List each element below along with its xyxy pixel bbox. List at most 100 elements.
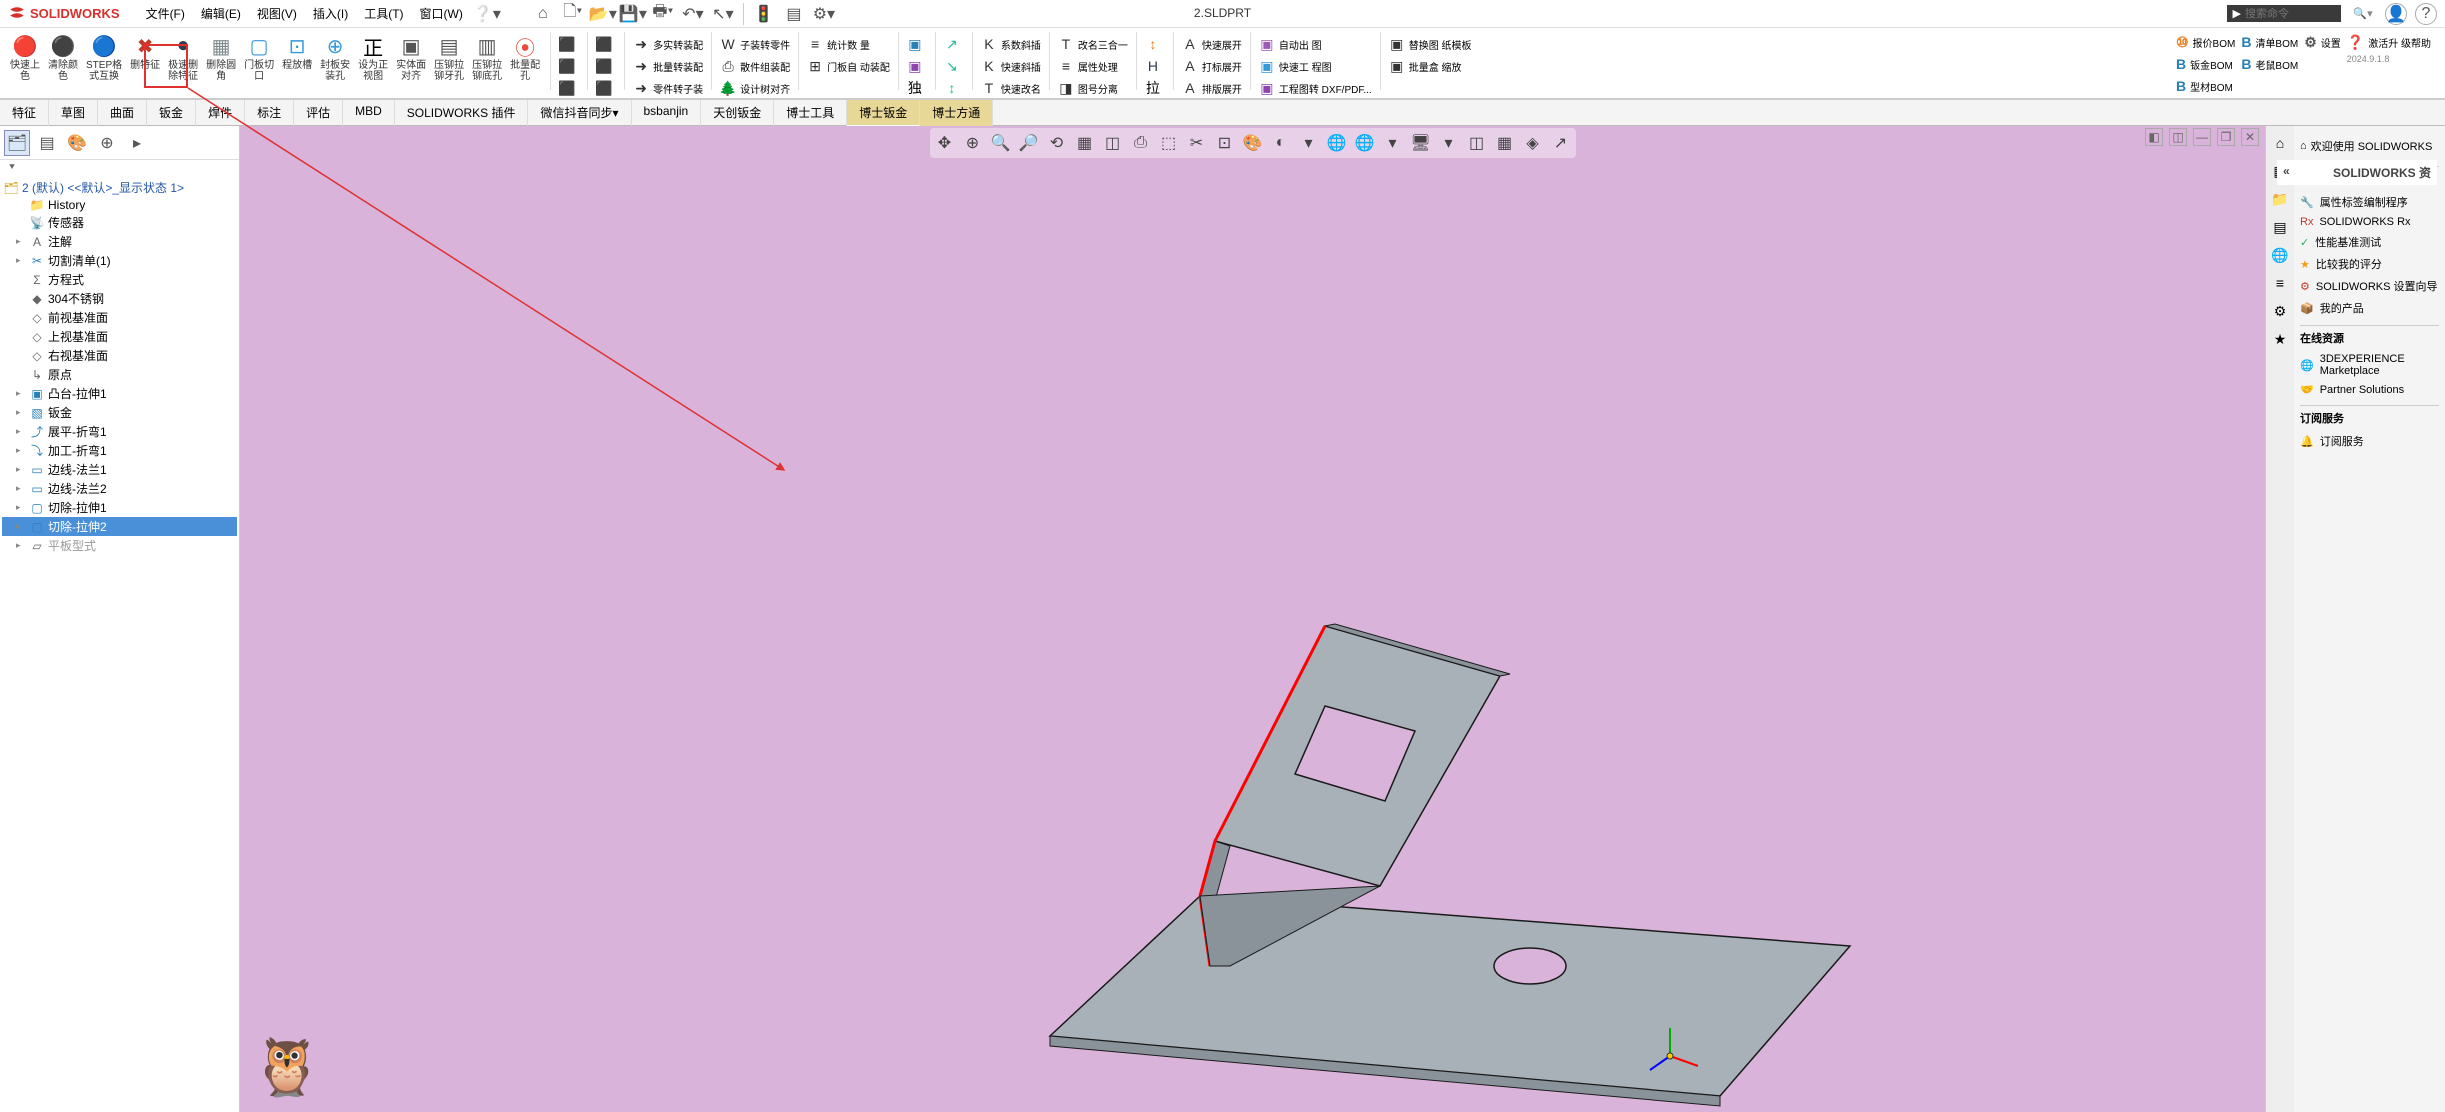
ribbon-mini-7-2[interactable]: T快速改名 (981, 78, 1041, 98)
ribbon-mini-10-2[interactable]: A排版展开 (1182, 78, 1242, 98)
ribbon-btn-5[interactable]: ▦删除圆 角 (202, 32, 240, 84)
ribbon-right-1-1[interactable]: B老鼠BOM (2241, 54, 2298, 74)
ribbon-mini-8-2[interactable]: ◨图号分离 (1058, 78, 1128, 98)
tree-root[interactable]: 🗂 2 (默认) <<默认>_显示状态 1> (2, 178, 237, 197)
rail-icon-5[interactable]: ≡ (2269, 272, 2291, 294)
menu-5[interactable]: 窗口(W) (412, 3, 471, 24)
rtab-4[interactable]: 焊件 (196, 100, 245, 126)
rtab-12[interactable]: 博士工具 (774, 100, 847, 126)
ribbon-mini-3-0[interactable]: W子装转零件 (720, 34, 790, 54)
rtab-2[interactable]: 曲面 (98, 100, 147, 126)
ribbon-mini-8-0[interactable]: T改名三合一 (1058, 34, 1128, 54)
user-icon[interactable]: 👤 (2385, 3, 2407, 25)
ribbon-mini-9-0[interactable]: ↕ (1145, 34, 1165, 54)
rtab-14[interactable]: 博士方通 (920, 100, 993, 126)
tree-node-4[interactable]: Σ方程式 (2, 270, 237, 289)
tree-node-14[interactable]: ▸▭边线-法兰1 (2, 460, 237, 479)
ribbon-btn-0[interactable]: 🔴快速上 色 (6, 32, 44, 84)
ribbon-mini-0-0[interactable]: ⬛ (559, 34, 579, 54)
menu-0[interactable]: 文件(F) (138, 3, 193, 24)
rtab-9[interactable]: 微信抖音同步▾ (528, 100, 631, 126)
rp-item-1-0[interactable]: 🌐3DEXPERIENCE Marketplace (2300, 350, 2439, 380)
print-icon[interactable]: 🖶▾ (649, 0, 677, 28)
ribbon-mini-7-0[interactable]: K系数斜插 (981, 34, 1041, 54)
rtab-5[interactable]: 标注 (245, 100, 294, 126)
ribbon-right-0-2[interactable]: B型材BOM (2176, 76, 2235, 96)
rail-icon-0[interactable]: ⌂ (2269, 132, 2291, 154)
ribbon-mini-0-1[interactable]: ⬛ (559, 56, 579, 76)
ribbon-mini-5-2[interactable]: 独 (907, 78, 927, 98)
tree-tab-more[interactable]: ▸ (124, 130, 150, 156)
rebuild-icon[interactable]: 🚦 (750, 0, 778, 28)
rtab-13[interactable]: 博士钣金 (847, 100, 920, 127)
ribbon-mini-3-2[interactable]: 🌲设计树对齐 (720, 78, 790, 98)
rp-item-2-0[interactable]: 🔔订阅服务 (2300, 430, 2439, 452)
ribbon-mini-6-1[interactable]: ↘ (944, 56, 964, 76)
tree-tab-display[interactable]: 🎨 (64, 130, 90, 156)
tree-node-2[interactable]: ▸A注解 (2, 232, 237, 251)
rp-item-0-1[interactable]: RxSOLIDWORKS Rx (2300, 213, 2439, 231)
tree-node-11[interactable]: ▸▧钣金 (2, 403, 237, 422)
home-icon[interactable]: ⌂ (529, 0, 557, 28)
ribbon-mini-11-2[interactable]: ▣工程图转 DXF/PDF... (1259, 78, 1372, 98)
menu-3[interactable]: 插入(I) (305, 3, 356, 24)
tree-node-12[interactable]: ▸⤴展平-折弯1 (2, 422, 237, 441)
ribbon-mini-11-1[interactable]: ▣快速工 程图 (1259, 56, 1372, 76)
rtab-1[interactable]: 草图 (49, 100, 98, 126)
ribbon-btn-8[interactable]: ⊕封板安 装孔 (316, 32, 354, 84)
settings-icon[interactable]: ⚙▾ (810, 0, 838, 28)
tree-node-15[interactable]: ▸▭边线-法兰2 (2, 479, 237, 498)
tree-node-1[interactable]: 📡传感器 (2, 213, 237, 232)
tree-node-10[interactable]: ▸▣凸台-拉伸1 (2, 384, 237, 403)
rp-item-0-4[interactable]: ⚙SOLIDWORKS 设置向导 (2300, 275, 2439, 297)
rtab-8[interactable]: SOLIDWORKS 插件 (395, 100, 529, 126)
tree-node-17[interactable]: ▸▢切除-拉伸2 (2, 517, 237, 536)
ribbon-mini-10-0[interactable]: A快速展开 (1182, 34, 1242, 54)
ribbon-mini-6-2[interactable]: ↕ (944, 78, 964, 98)
ribbon-mini-9-1[interactable]: H (1145, 56, 1165, 76)
ribbon-mini-2-1[interactable]: ➜批量转装配 (633, 56, 703, 76)
ribbon-mini-12-0[interactable]: ▣替换图 纸模板 (1389, 34, 1472, 54)
help-dropdown-icon[interactable]: ❔▾ (473, 0, 501, 28)
ribbon-mini-4-1[interactable]: ⊞门板自 动装配 (807, 56, 890, 76)
rtab-7[interactable]: MBD (343, 100, 395, 126)
assistant-owl-icon[interactable]: 🦉 (252, 1034, 322, 1100)
search-dropdown-icon[interactable]: 🔍▾ (2349, 0, 2377, 28)
ribbon-mini-5-0[interactable]: ▣ (907, 34, 927, 54)
ribbon-btn-1[interactable]: ⚫清除颜 色 (44, 32, 82, 84)
ribbon-right-0-1[interactable]: B钣金BOM (2176, 54, 2235, 74)
rtab-6[interactable]: 评估 (294, 100, 343, 126)
rail-icon-6[interactable]: ⚙ (2269, 300, 2291, 322)
menu-2[interactable]: 视图(V) (249, 3, 305, 24)
command-search[interactable]: ▶ (2227, 5, 2341, 22)
tree-node-9[interactable]: ↳原点 (2, 365, 237, 384)
open-icon[interactable]: 📂▾ (589, 0, 617, 28)
ribbon-mini-0-2[interactable]: ⬛ (559, 78, 579, 98)
ribbon-right-1-0[interactable]: B清单BOM (2241, 32, 2298, 52)
rtab-11[interactable]: 天创钣金 (701, 100, 774, 126)
ribbon-mini-1-2[interactable]: ⬛ (596, 78, 616, 98)
undo-icon[interactable]: ↶▾ (679, 0, 707, 28)
tree-node-18[interactable]: ▸▱平板型式 (2, 536, 237, 555)
save-icon[interactable]: 💾▾ (619, 0, 647, 28)
rtab-0[interactable]: 特征 (0, 100, 49, 126)
ribbon-mini-4-0[interactable]: ≡统计数 量 (807, 34, 890, 54)
tree-node-5[interactable]: ◆304不锈钢 (2, 289, 237, 308)
ribbon-mini-1-0[interactable]: ⬛ (596, 34, 616, 54)
tree-tab-prop[interactable]: ⊕ (94, 130, 120, 156)
help-icon[interactable]: ? (2415, 3, 2437, 25)
rp-item-1-1[interactable]: 🤝Partner Solutions (2300, 380, 2439, 399)
rail-icon-3[interactable]: ▤ (2269, 216, 2291, 238)
select-icon[interactable]: ↖▾ (709, 0, 737, 28)
ribbon-btn-2[interactable]: 🔵STEP格 式互换 (82, 32, 126, 84)
ribbon-mini-2-2[interactable]: ➜零件转子装 (633, 78, 703, 98)
rail-icon-2[interactable]: 📁 (2269, 188, 2291, 210)
ribbon-mini-1-1[interactable]: ⬛ (596, 56, 616, 76)
rtab-3[interactable]: 钣金 (147, 100, 196, 126)
ribbon-btn-12[interactable]: ▥压铆拉 铆底孔 (468, 32, 506, 84)
rp-item-0-2[interactable]: ✓性能基准测试 (2300, 231, 2439, 253)
ribbon-btn-11[interactable]: ▤压铆拉 铆牙孔 (430, 32, 468, 84)
menu-4[interactable]: 工具(T) (356, 3, 411, 24)
viewport[interactable]: ✥⊕🔍🔎⟲▦◫⎙⬚✂⊡🎨◐▾🌐🌐▾🖥▾◫▦◈↗ ◧ ◫ — ❐ ✕ 🦉 (240, 126, 2265, 1112)
ribbon-btn-10[interactable]: ▣实体面 对齐 (392, 32, 430, 84)
